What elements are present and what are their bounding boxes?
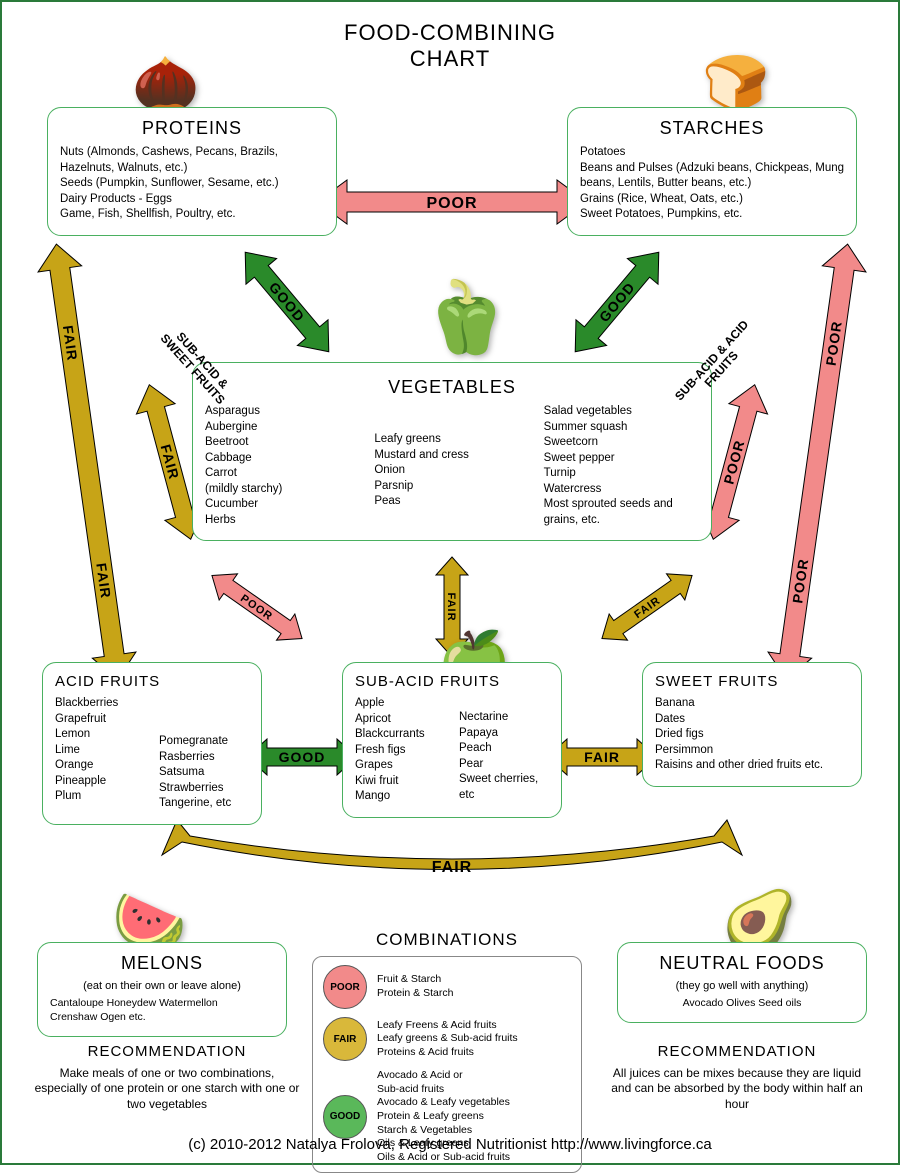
arrow-proteins-acid-outer: FAIR FAIR (35, 241, 140, 683)
svg-text:POOR: POOR (823, 320, 845, 367)
bread-icon: 🍞 (702, 57, 769, 111)
rec-left-title: RECOMMENDATION (32, 1042, 302, 1062)
legend-row-fair: FAIR Leafy Freens & Acid fruits Leafy gr… (323, 1017, 571, 1061)
arrow-proteins-vegetables: GOOD (230, 239, 344, 364)
svg-text:GOOD: GOOD (596, 279, 638, 325)
arrow-starches-sweet-outer: POOR POOR (765, 241, 870, 683)
veg-col3: Salad vegetables Summer squash Sweetcorn… (544, 404, 699, 528)
melons-sub: (eat on their own or leave alone) (50, 980, 274, 992)
subacid-title: SUB-ACID FRUITS (355, 673, 549, 690)
proteins-box: PROTEINS Nuts (Almonds, Cashews, Pecans,… (47, 107, 337, 236)
arrow-subacid-sweet: FAIR (547, 739, 657, 775)
proteins-items: Nuts (Almonds, Cashews, Pecans, Brazils,… (60, 145, 324, 223)
pepper-icon: 🫑 (422, 282, 509, 352)
veg-col2: Leafy greens Mustard and cress Onion Par… (374, 404, 529, 528)
melons-box: MELONS (eat on their own or leave alone)… (37, 942, 287, 1037)
vegetables-box: VEGETABLES Asparagus Aubergine Beetroot … (192, 362, 712, 541)
arrow-starches-vegetables: GOOD (560, 239, 674, 364)
veg-col1: Asparagus Aubergine Beetroot Cabbage Car… (205, 404, 360, 528)
legend-row-poor: POOR Fruit & Starch Protein & Starch (323, 965, 571, 1009)
arrow-proteins-starches: POOR (317, 180, 587, 224)
rec-left-text: Make meals of one or two combinations, e… (32, 1066, 302, 1113)
arrow-veg-sweet: FAIR (593, 562, 701, 651)
recommendation-right: RECOMMENDATION All juices can be mixes b… (602, 1042, 872, 1112)
starches-items: Potatoes Beans and Pulses (Adzuki beans,… (580, 145, 844, 223)
melons-title: MELONS (50, 953, 274, 974)
rec-right-title: RECOMMENDATION (602, 1042, 872, 1062)
svg-text:FAIR: FAIR (445, 592, 457, 621)
svg-text:FAIR: FAIR (60, 324, 81, 362)
legend-text-fair: Leafy Freens & Acid fruits Leafy greens … (377, 1019, 571, 1060)
nuts-icon: 🌰 (132, 57, 199, 111)
legend-badge-poor: POOR (323, 965, 367, 1009)
footer-credit: (c) 2010-2012 Natalya Frolova, Registere… (2, 1136, 898, 1153)
vegetables-title: VEGETABLES (205, 377, 699, 398)
svg-text:GOOD: GOOD (279, 749, 326, 765)
starches-box: STARCHES Potatoes Beans and Pulses (Adzu… (567, 107, 857, 236)
svg-text:POOR: POOR (720, 438, 747, 486)
neutral-sub: (they go well with anything) (630, 980, 854, 992)
svg-text:FAIR: FAIR (93, 562, 114, 600)
svg-text:FAIR: FAIR (632, 595, 663, 621)
acid-col2: Pomegranate Rasberries Satsuma Strawberr… (159, 696, 249, 812)
acid-box: ACID FRUITS Blackberries Grapefruit Lemo… (42, 662, 262, 825)
arrow-acid-subacid: GOOD (247, 739, 357, 775)
legend-badge-fair: FAIR (323, 1017, 367, 1061)
subacid-col2: Nectarine Papaya Peach Pear Sweet cherri… (459, 696, 549, 805)
svg-text:FAIR: FAIR (584, 749, 620, 765)
arrow-acid-sweet-long: FAIR (162, 820, 742, 876)
neutral-box: NEUTRAL FOODS (they go well with anythin… (617, 942, 867, 1023)
neutral-items: Avocado Olives Seed oils (630, 996, 854, 1010)
svg-text:GOOD: GOOD (266, 279, 308, 325)
starches-title: STARCHES (580, 118, 844, 139)
sweet-box: SWEET FRUITS Banana Dates Dried figs Per… (642, 662, 862, 787)
legend-badge-good: GOOD (323, 1095, 367, 1139)
legend-title: COMBINATIONS (312, 930, 582, 950)
acid-col1: Blackberries Grapefruit Lemon Lime Orang… (55, 696, 145, 812)
recommendation-left: RECOMMENDATION Make meals of one or two … (32, 1042, 302, 1112)
arrow-veg-acid: POOR (203, 562, 311, 651)
acid-title: ACID FRUITS (55, 673, 249, 690)
svg-text:FAIR: FAIR (432, 859, 472, 876)
sweet-items: Banana Dates Dried figs Persimmon Raisin… (655, 696, 849, 774)
sweet-title: SWEET FRUITS (655, 673, 849, 690)
legend-text-poor: Fruit & Starch Protein & Starch (377, 973, 571, 1000)
svg-text:POOR: POOR (426, 195, 477, 212)
rec-right-text: All juices can be mixes because they are… (602, 1066, 872, 1113)
svg-text:FAIR: FAIR (158, 443, 183, 482)
subacid-col1: Apple Apricot Blackcurrants Fresh figs G… (355, 696, 445, 805)
melons-items: Cantaloupe Honeydew Watermellon Crenshaw… (50, 996, 274, 1024)
subacid-box: SUB-ACID FRUITS Apple Apricot Blackcurra… (342, 662, 562, 818)
svg-text:POOR: POOR (789, 557, 811, 604)
svg-text:POOR: POOR (238, 592, 275, 623)
chart-title: FOOD-COMBINING CHART (344, 20, 556, 73)
neutral-title: NEUTRAL FOODS (630, 953, 854, 974)
proteins-title: PROTEINS (60, 118, 324, 139)
